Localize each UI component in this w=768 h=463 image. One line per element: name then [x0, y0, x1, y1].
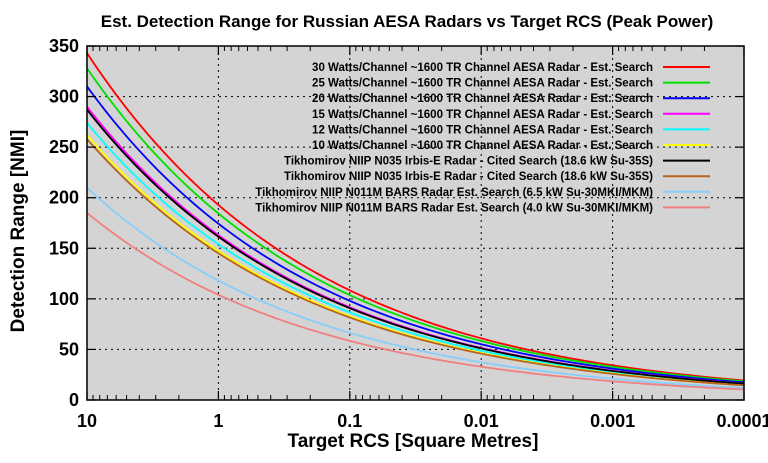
y-tick-label: 100: [49, 289, 79, 309]
legend-label: 20 Watts/Channel ~1600 TR Channel AESA R…: [312, 93, 653, 105]
y-tick-label: 250: [49, 137, 79, 157]
y-axis-label: Detection Range [NMI]: [8, 130, 29, 333]
legend-label: 30 Watts/Channel ~1600 TR Channel AESA R…: [312, 62, 653, 74]
x-tick-label: 0.1: [337, 411, 362, 431]
legend: 30 Watts/Channel ~1600 TR Channel AESA R…: [255, 62, 710, 214]
legend-label: Tikhomirov NIIP N011M BARS Radar Est. Se…: [255, 202, 653, 214]
x-tick-label: 1: [213, 411, 223, 431]
y-tick-label: 50: [59, 339, 79, 359]
series-line-7: [86, 109, 745, 385]
y-tick-label: 0: [69, 390, 79, 410]
series-line-1: [86, 52, 745, 382]
x-tick-label: 0.01: [464, 411, 499, 431]
series-line-9: [86, 186, 745, 389]
y-tick-label: 300: [49, 87, 79, 107]
legend-label: Tikhomirov NIIP N035 Irbis-E Radar - Cit…: [284, 171, 653, 183]
y-tick-label: 150: [49, 238, 79, 258]
legend-label: 25 Watts/Channel ~1600 TR Channel AESA R…: [312, 78, 653, 90]
legend-label: 12 Watts/Channel ~1600 TR Channel AESA R…: [312, 124, 653, 136]
plot-frame: [86, 45, 745, 401]
series-line-2: [86, 67, 745, 383]
series-lines: [86, 52, 745, 391]
x-axis-label: Target RCS [Square Metres]: [288, 431, 539, 452]
x-tick-label: 0.0001: [716, 411, 768, 431]
legend-label: Tikhomirov NIIP N011M BARS Radar Est. Se…: [255, 187, 653, 199]
y-tick-label: 350: [49, 36, 79, 56]
series-line-8: [86, 138, 745, 387]
legend-label: Tikhomirov NIIP N035 Irbis-E Radar - Cit…: [284, 156, 653, 168]
plot-background: [87, 46, 744, 400]
axis-ticks: 10 1 0.1 0.01 0.001 0.0001 0 50 100 150 200 250 300 3…: [49, 36, 768, 431]
x-tick-label: 10: [77, 411, 97, 431]
x-tick-label: 0.001: [590, 411, 635, 431]
series-line-5: [86, 122, 745, 386]
chart-title: Est. Detection Range for Russian AESA Ra…: [101, 12, 713, 31]
y-tick-label: 200: [49, 188, 79, 208]
legend-label: 15 Watts/Channel ~1600 TR Channel AESA R…: [312, 109, 653, 121]
legend-label: 10 Watts/Channel ~1600 TR Channel AESA R…: [312, 140, 653, 152]
series-line-10: [86, 212, 745, 391]
series-line-3: [86, 85, 745, 384]
